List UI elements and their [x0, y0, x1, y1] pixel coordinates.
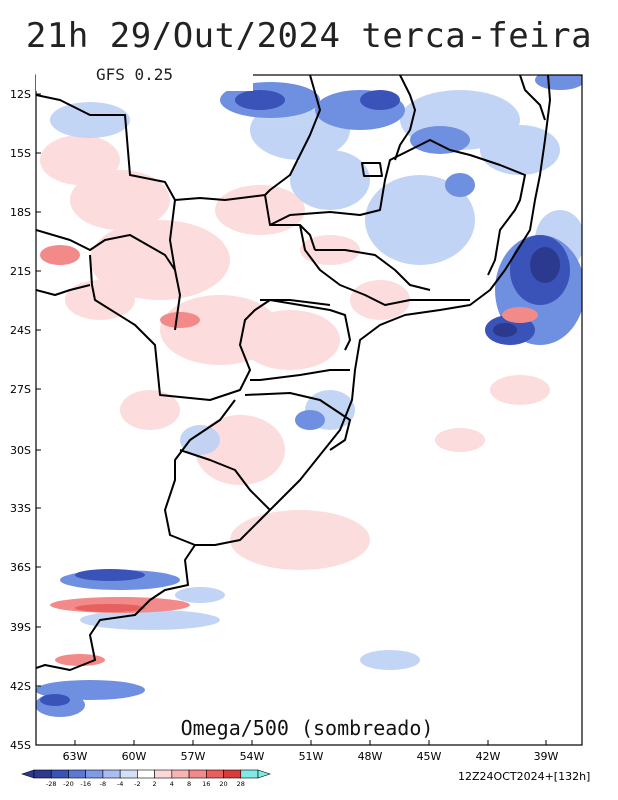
borders — [36, 75, 551, 671]
colorbar-tick-label: -28 — [46, 780, 57, 788]
colorbar-tick-label: -2 — [134, 780, 140, 788]
colorbar-tick-label: 20 — [219, 780, 227, 788]
map-frame — [35, 74, 583, 746]
colorbar-swatch — [68, 769, 86, 779]
coastline — [36, 75, 551, 671]
colorbar-swatch — [154, 769, 173, 779]
lat-label: 39S — [10, 621, 31, 634]
colorbar-swatch — [137, 769, 155, 779]
lon-label: 63W — [63, 750, 88, 763]
border-bolivia-south — [36, 229, 181, 331]
lat-label: 27S — [10, 383, 31, 396]
colorbar-tick-label: -20 — [63, 780, 74, 788]
colorbar-tick-label: -8 — [100, 780, 106, 788]
lat-label: 12S — [10, 88, 31, 101]
border-ne — [519, 75, 546, 121]
lon-label: 45W — [417, 750, 442, 763]
lon-label: 60W — [122, 750, 147, 763]
colorbar-swatch — [188, 769, 207, 779]
border-sp — [315, 249, 431, 291]
colorbar-tick-label: 16 — [202, 780, 210, 788]
border-argentina-uruguay — [250, 369, 350, 381]
border-north — [264, 75, 321, 196]
lat-axis: 12S 15S 18S 21S 24S 27S 30S 33S 36S 39S … — [10, 88, 31, 752]
colorbar-swatch — [50, 769, 69, 779]
model-label: GFS 0.25 — [96, 65, 173, 84]
border-bolivia-north — [36, 284, 91, 296]
colorbar-tick-label: 8 — [187, 780, 191, 788]
colorbar-tick-label: -4 — [117, 780, 123, 788]
omega-field — [36, 75, 582, 745]
colorbar-tick-label: -16 — [80, 780, 91, 788]
lat-label: 30S — [10, 444, 31, 457]
border-brazil-bolivia — [36, 94, 316, 251]
border-uruguay — [164, 399, 236, 546]
darkest-blue-patches — [493, 247, 560, 337]
colorbar-left-arrow — [21, 769, 35, 779]
colorbar-swatch — [240, 769, 259, 779]
border-df — [361, 162, 383, 177]
border-west-brazil — [169, 199, 176, 271]
lat-label: 24S — [10, 324, 31, 337]
colorbar-swatch — [119, 769, 138, 779]
map-title: 21h 29/Out/2024 terca-feira — [25, 16, 593, 56]
lon-label: 57W — [181, 750, 206, 763]
colorbar-swatch — [206, 769, 224, 779]
lat-label: 45S — [10, 739, 31, 752]
colorbar-swatch — [33, 769, 52, 779]
lon-label: 54W — [240, 750, 265, 763]
border-ms — [299, 224, 470, 306]
border-rs — [244, 392, 351, 451]
colorbar-swatch — [85, 769, 104, 779]
lon-ticks — [74, 740, 547, 745]
colorbar-tick-label: 28 — [237, 780, 245, 788]
lat-label: 15S — [10, 147, 31, 160]
lat-label: 21S — [10, 265, 31, 278]
light-pink-patches — [40, 135, 550, 570]
lon-axis: 63W 60W 57W 54W 51W 48W 45W 42W 39W — [63, 750, 559, 763]
colorbar-right-arrow — [257, 769, 271, 779]
run-label: 12Z24OCT2024+[132h] — [458, 770, 591, 783]
lat-label: 42S — [10, 680, 31, 693]
lon-label: 51W — [299, 750, 324, 763]
colorbar-swatch — [102, 769, 121, 779]
field-label: Omega/500 (sombreado) — [181, 716, 434, 740]
colorbar-tick-label: 2 — [153, 780, 157, 788]
medium-red-patches — [40, 245, 538, 666]
dark-red-patches — [75, 604, 145, 612]
lat-label: 36S — [10, 561, 31, 574]
colorbar: -28 -20 -16 -8 -4 -2 2 4 8 16 20 28 — [21, 769, 271, 788]
colorbar-swatch — [223, 769, 242, 779]
border-mg-go — [269, 139, 526, 276]
colorbar-swatch — [171, 769, 190, 779]
lon-label: 39W — [534, 750, 559, 763]
border-pr — [260, 299, 331, 306]
lon-label: 42W — [476, 750, 501, 763]
lat-label: 18S — [10, 206, 31, 219]
lat-label: 33S — [10, 502, 31, 515]
lon-label: 48W — [358, 750, 383, 763]
border-uy-rs — [179, 449, 271, 511]
lat-ticks — [36, 93, 41, 687]
colorbar-tick-label: 4 — [170, 780, 174, 788]
border-ba — [394, 75, 416, 161]
model-label-box — [36, 57, 253, 91]
border-paraguay — [89, 254, 351, 401]
